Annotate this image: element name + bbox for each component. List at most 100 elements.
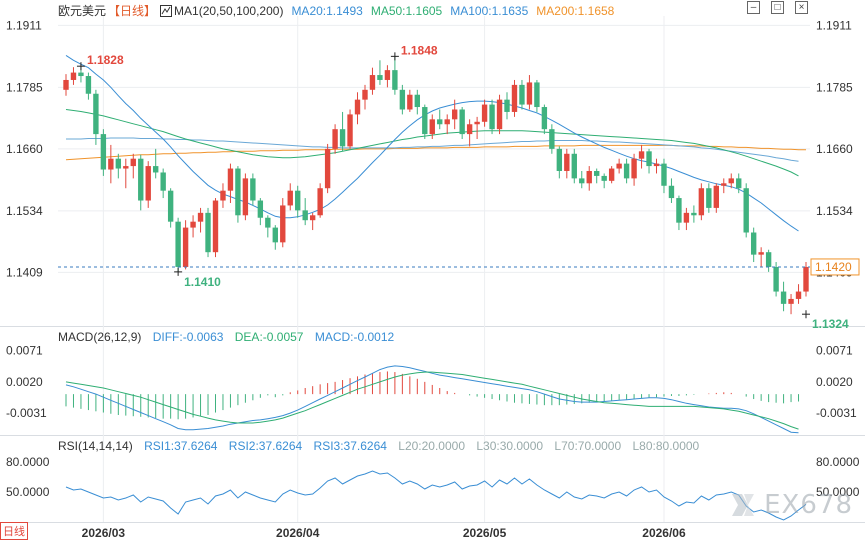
candle-body	[743, 188, 749, 233]
candle-body	[339, 129, 346, 147]
candle-body	[242, 178, 249, 216]
candle	[250, 173, 256, 206]
candle	[504, 92, 510, 120]
candle	[676, 195, 682, 231]
candle	[205, 207, 211, 258]
rsi-header: RSI(14,14,14) RSI1:37.6264 RSI2:37.6264 …	[58, 439, 707, 453]
candle-body	[496, 99, 503, 130]
candle	[242, 173, 249, 221]
candle	[145, 161, 151, 208]
candle	[85, 72, 92, 100]
candle-body	[579, 178, 585, 184]
candle-body	[706, 188, 712, 208]
candle	[616, 158, 622, 174]
candle	[138, 154, 144, 211]
candle	[489, 99, 495, 135]
candle-body	[100, 134, 107, 170]
candle-body	[534, 82, 540, 108]
close-icon[interactable]: ×	[795, 1, 808, 14]
candle-body	[631, 158, 637, 179]
candle	[182, 220, 189, 270]
high-annotation: 1.1828	[87, 53, 124, 67]
candle-body	[392, 70, 398, 90]
y-tick-label-left: 1.1660	[6, 142, 43, 156]
candle-body	[265, 217, 271, 228]
candle-body	[616, 163, 622, 169]
period-selector[interactable]: 【日线】	[108, 4, 157, 18]
candle	[235, 166, 241, 223]
candle	[429, 114, 435, 140]
candle	[392, 56, 398, 95]
candle-body	[646, 151, 652, 167]
indicator-icon[interactable]	[160, 4, 173, 17]
y-tick-label-left: 1.1534	[6, 204, 43, 218]
candle	[459, 107, 465, 140]
candle	[765, 249, 772, 272]
candle-body	[429, 119, 435, 135]
candle-body	[324, 148, 331, 189]
candle	[586, 166, 592, 191]
candle-body	[601, 175, 607, 181]
minimize-icon[interactable]: –	[747, 1, 760, 14]
y-tick-label-left: 1.1409	[6, 265, 43, 279]
candle-body	[795, 291, 802, 299]
rsi-l80: L80:80.0000	[632, 439, 700, 453]
rsi1-value: RSI1:37.6264	[144, 439, 218, 453]
rsi-tick-right: 50.0000	[816, 485, 860, 499]
candle	[265, 215, 271, 238]
ma20-line	[65, 54, 799, 232]
candle	[496, 94, 503, 135]
candle-body	[160, 172, 166, 191]
candle	[115, 153, 122, 179]
candle-body	[175, 221, 181, 267]
candle	[661, 158, 667, 194]
rsi-label: RSI(14,14,14)	[58, 439, 133, 453]
candle-body	[489, 104, 495, 130]
candle-body	[586, 171, 592, 184]
candle-body	[765, 252, 772, 267]
maximize-icon[interactable]: □	[771, 1, 784, 14]
ma20-value: MA20:1.1493	[291, 3, 363, 18]
candle-body	[780, 291, 787, 304]
low-annotation: 1.1324	[812, 317, 849, 331]
candle-body	[85, 76, 92, 94]
candle-body	[459, 109, 465, 135]
watermark-logo: EX678	[728, 488, 853, 522]
candle-body	[638, 151, 645, 159]
candle	[698, 183, 705, 221]
y-tick-label-right: 1.1534	[816, 204, 853, 218]
candle-body	[683, 212, 690, 223]
candle-body	[332, 129, 338, 149]
candle	[309, 212, 316, 231]
candle-body	[145, 166, 151, 201]
candle	[780, 281, 787, 312]
candle-body	[451, 109, 458, 120]
candle-body	[78, 72, 84, 77]
candle-body	[549, 129, 555, 149]
candle	[474, 116, 480, 140]
candle	[369, 67, 376, 95]
candle-body	[788, 298, 794, 304]
candle	[750, 227, 757, 263]
candle	[362, 84, 368, 110]
candle-body	[309, 215, 316, 221]
candle	[197, 207, 204, 233]
candle	[399, 84, 406, 115]
candle-body	[130, 158, 136, 167]
candle-body	[384, 70, 391, 80]
rsi-l70: L70:70.0000	[554, 439, 622, 453]
candle	[579, 171, 585, 189]
y-tick-label-right: 1.1911	[816, 18, 852, 32]
macd-tick-left: 0.0020	[6, 375, 43, 389]
macd-tick-left: 0.0071	[6, 344, 43, 358]
rsi-tick-right: 80.0000	[816, 455, 860, 469]
candle	[414, 89, 421, 115]
corner-badge: 日线	[0, 522, 28, 540]
candle-body	[414, 94, 421, 108]
candle	[773, 262, 779, 297]
rsi-l30: L30:30.0000	[476, 439, 544, 453]
current-price-label: 1.1420	[815, 260, 852, 274]
low-annotation: 1.1410	[184, 275, 221, 289]
candle-body	[564, 153, 570, 171]
